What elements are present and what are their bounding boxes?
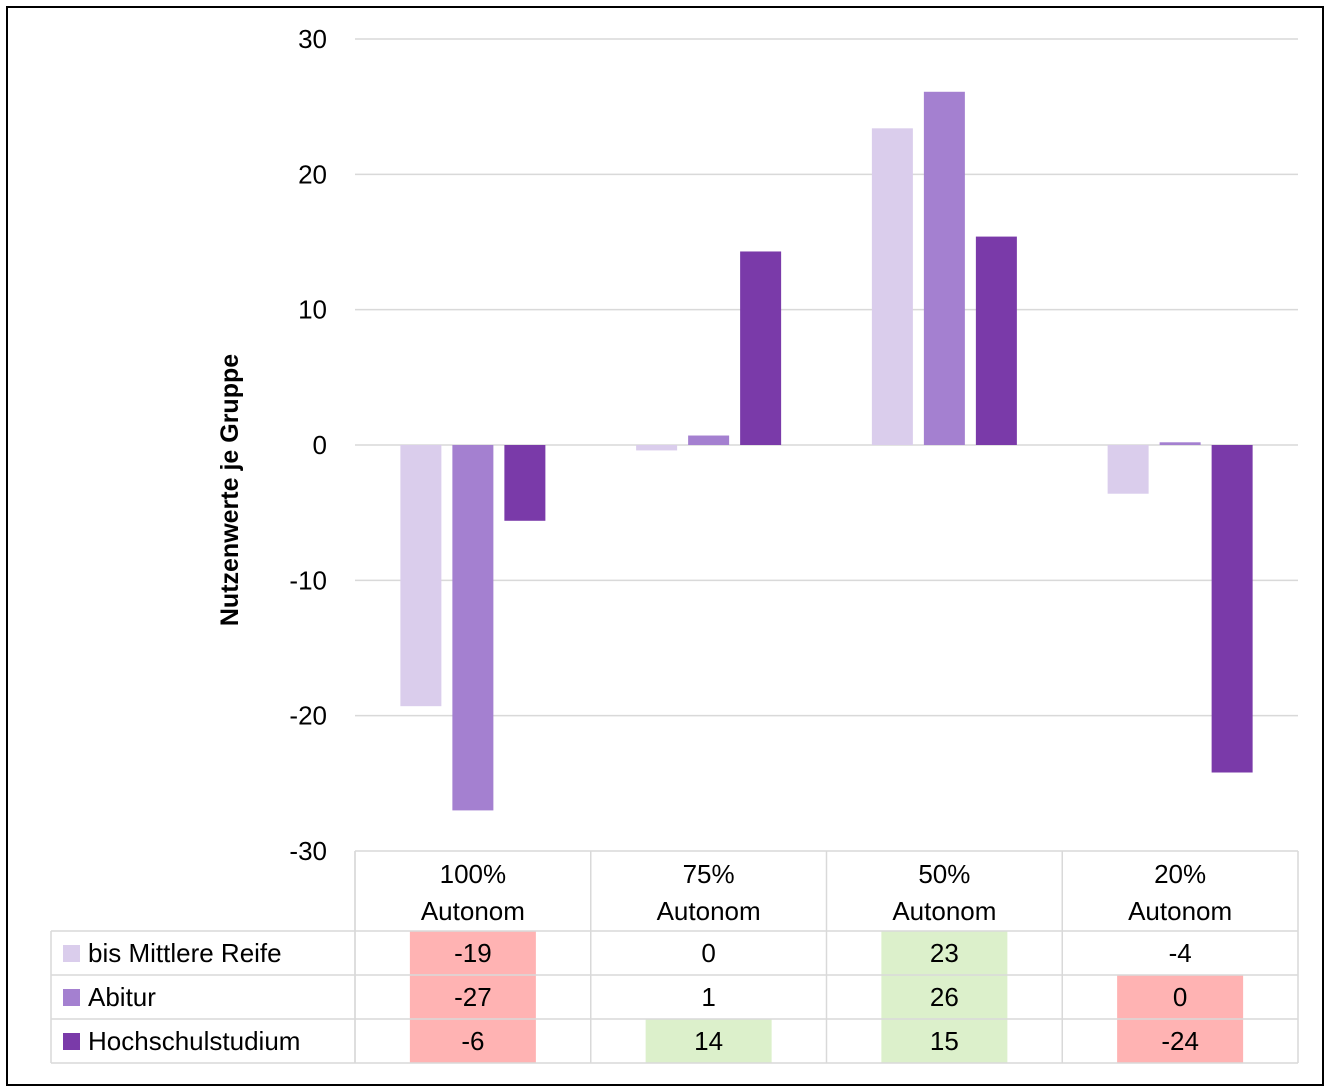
bar <box>1107 445 1149 494</box>
y-tick-label: 30 <box>298 24 327 54</box>
cell-highlight <box>881 1019 1008 1063</box>
cell-highlight <box>409 975 536 1019</box>
table-cell-value: -24 <box>1161 1026 1199 1056</box>
legend-label: Hochschulstudium <box>88 1026 300 1056</box>
y-tick-label: 20 <box>298 159 327 189</box>
table-cell-value: 0 <box>1173 982 1187 1012</box>
category-label: 20% <box>1154 859 1206 889</box>
y-tick-label: 0 <box>313 430 327 460</box>
y-axis-label: Nutzenwerte je Gruppe <box>216 354 244 626</box>
cell-highlight <box>645 1019 772 1063</box>
legend-swatch <box>63 945 80 962</box>
cell-highlight <box>881 931 1008 975</box>
grid-lines <box>355 38 1298 852</box>
y-axis-ticks: 30 20 10 0 -10 -20 -30 <box>289 24 327 866</box>
table-cell-value: 0 <box>701 938 715 968</box>
cell-highlight <box>409 931 536 975</box>
cell-highlight <box>409 1019 536 1063</box>
category-label: 75% <box>683 859 735 889</box>
bar <box>923 91 965 445</box>
category-label: Autonom <box>892 896 996 926</box>
bar <box>740 251 782 445</box>
table-cell-value: 23 <box>930 938 959 968</box>
table-cell-value: 14 <box>694 1026 723 1056</box>
legend-swatch <box>63 1033 80 1050</box>
bar <box>1159 442 1201 445</box>
table-cell-value: -27 <box>454 982 492 1012</box>
bar <box>636 445 678 451</box>
table-cell-value: -6 <box>461 1026 484 1056</box>
category-label: Autonom <box>1128 896 1232 926</box>
y-tick-label: 10 <box>298 295 327 325</box>
category-label: 100% <box>440 859 507 889</box>
table-cell-value: -4 <box>1169 938 1192 968</box>
category-label: Autonom <box>421 896 525 926</box>
table-cell-value: 26 <box>930 982 959 1012</box>
table-cell-value: -19 <box>454 938 492 968</box>
legend-swatch <box>63 989 80 1006</box>
cell-highlight <box>1117 1019 1244 1063</box>
chart-frame <box>6 6 1324 1086</box>
y-tick-label: -20 <box>289 701 327 731</box>
y-tick-label: -30 <box>289 836 327 866</box>
bar <box>688 435 730 445</box>
cell-highlight <box>1117 975 1244 1019</box>
category-label: Autonom <box>657 896 761 926</box>
bar <box>1211 445 1253 773</box>
y-tick-label: -10 <box>289 565 327 595</box>
table-cell-value: 15 <box>930 1026 959 1056</box>
data-table: 100% Autonom 75% Autonom 50% Autonom 20% Autono… <box>50 851 1299 1064</box>
bar <box>452 445 494 811</box>
table-cell-value: 1 <box>701 982 715 1012</box>
bar <box>504 445 546 521</box>
cell-highlight <box>881 975 1008 1019</box>
legend-label: bis Mittlere Reife <box>88 938 282 968</box>
bars <box>400 91 1253 811</box>
category-label: 50% <box>918 859 970 889</box>
bar <box>871 128 913 445</box>
bar <box>975 236 1017 445</box>
bar <box>400 445 442 707</box>
legend-label: Abitur <box>88 982 156 1012</box>
